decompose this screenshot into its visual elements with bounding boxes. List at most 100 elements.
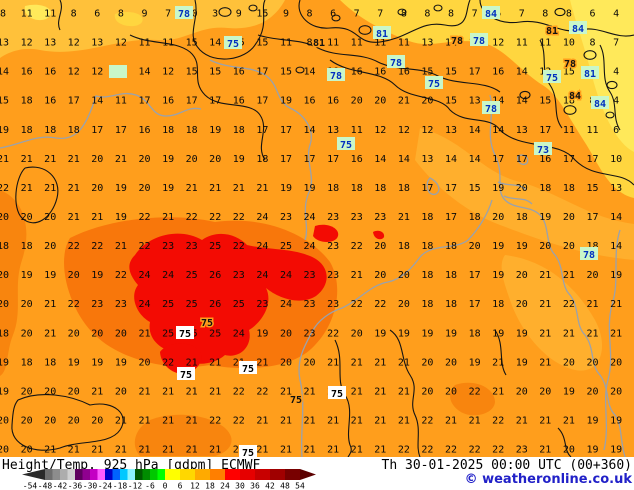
temp-value: 21 — [351, 416, 363, 427]
temp-value: 14 — [91, 96, 103, 107]
temp-value: 7 — [613, 38, 619, 49]
temp-value: 21 — [563, 328, 575, 339]
temp-value: 12 — [374, 125, 386, 136]
temp-value: 15 — [469, 183, 481, 194]
temp-value: 14 — [138, 67, 150, 78]
temp-value: 20 — [0, 270, 9, 281]
temp-value: 19 — [492, 183, 504, 194]
shade-patch — [340, 0, 634, 198]
temp-value: 21 — [539, 270, 551, 281]
temp-value: 21 — [233, 445, 245, 456]
temp-value: 18 — [21, 125, 33, 136]
temp-value: 20 — [209, 154, 221, 165]
temp-value: 20 — [0, 445, 9, 456]
temp-value: 16 — [327, 96, 339, 107]
temp-value: 19 — [610, 416, 622, 427]
temp-value: 21 — [115, 154, 127, 165]
temp-value: 26 — [209, 299, 221, 310]
colorbar-cell — [142, 469, 150, 480]
height-label-box — [176, 326, 194, 339]
temp-value: 20 — [563, 445, 575, 456]
temp-value: 21 — [138, 386, 150, 397]
temp-value: 18 — [0, 241, 9, 252]
temp-value: 18 — [421, 241, 433, 252]
temp-value: 20 — [610, 357, 622, 368]
temp-value: 24 — [256, 212, 268, 223]
temp-value: 21 — [374, 357, 386, 368]
coastline — [209, 59, 313, 241]
temp-value: 14 — [209, 38, 221, 49]
height-contour — [334, 339, 352, 457]
temp-value: 22 — [492, 445, 504, 456]
height-label-box — [239, 445, 257, 457]
coastline — [603, 229, 621, 451]
height-label-box — [580, 247, 598, 260]
colorbar-cell — [105, 469, 113, 480]
height-contour — [192, 0, 266, 60]
temp-value: 17 — [516, 154, 528, 165]
temp-value: 21 — [44, 445, 56, 456]
temp-value: 15 — [280, 67, 292, 78]
height-label-box — [337, 137, 355, 150]
temp-value: 19 — [516, 357, 528, 368]
temp-value: 20 — [351, 96, 363, 107]
temp-value: 21 — [610, 328, 622, 339]
colorbar-tick-label: 42 — [265, 482, 275, 490]
temp-value: 21 — [492, 386, 504, 397]
temp-value: 17 — [469, 299, 481, 310]
temp-value: 14 — [398, 154, 410, 165]
temp-value: 20 — [115, 328, 127, 339]
temp-value: 20 — [351, 328, 363, 339]
temp-value: 19 — [469, 357, 481, 368]
temp-value: 7 — [165, 9, 171, 20]
height-contour-loop — [248, 4, 258, 12]
temp-value: 25 — [209, 328, 221, 339]
temp-value: 21 — [209, 445, 221, 456]
temp-value: 9 — [141, 9, 147, 20]
temp-value: 20 — [374, 96, 386, 107]
colorbar-tick-label: -54 — [23, 482, 38, 490]
temp-value: 20 — [421, 386, 433, 397]
height-label-box — [328, 386, 346, 399]
temp-value: 20 — [421, 96, 433, 107]
temp-value: 22 — [68, 241, 80, 252]
temp-value: 20 — [68, 386, 80, 397]
shade-patch — [160, 343, 202, 374]
temp-value: 20 — [21, 212, 33, 223]
colorbar-cell — [135, 469, 143, 480]
temp-value: 23 — [327, 299, 339, 310]
temp-value: 8 — [306, 38, 312, 49]
temp-value: 4 — [613, 96, 619, 107]
temp-value: 24 — [138, 299, 150, 310]
temp-value: 21 — [162, 416, 174, 427]
temp-value: 19 — [586, 445, 598, 456]
temp-value: 21 — [21, 154, 33, 165]
temp-value: 17 — [256, 96, 268, 107]
temp-value: 13 — [0, 38, 9, 49]
temp-value: 20 — [303, 357, 315, 368]
height-label-value: 75 — [242, 364, 254, 375]
temp-value: 21 — [563, 270, 575, 281]
temp-value: 14 — [469, 154, 481, 165]
temp-value: 21 — [256, 183, 268, 194]
temp-value: 20 — [0, 299, 9, 310]
height-label-value: 73 — [537, 145, 549, 156]
temp-value: 22 — [0, 183, 9, 194]
colorbar-tick-label: 6 — [178, 482, 183, 490]
temp-value: 21 — [351, 445, 363, 456]
temp-value: 11 — [115, 96, 127, 107]
temp-value: 20 — [586, 386, 598, 397]
coastline — [497, 181, 533, 205]
temp-value: 16 — [303, 96, 315, 107]
temp-value: 15 — [0, 96, 9, 107]
temp-value: 20 — [469, 241, 481, 252]
temp-value: 21 — [351, 270, 363, 281]
colorbar-cell — [127, 469, 135, 480]
temp-value: 14 — [303, 125, 315, 136]
temp-value: 13 — [421, 38, 433, 49]
temp-value: 23 — [327, 270, 339, 281]
temp-value: 22 — [138, 212, 150, 223]
temp-value: 21 — [91, 386, 103, 397]
temp-value: 17 — [469, 67, 481, 78]
